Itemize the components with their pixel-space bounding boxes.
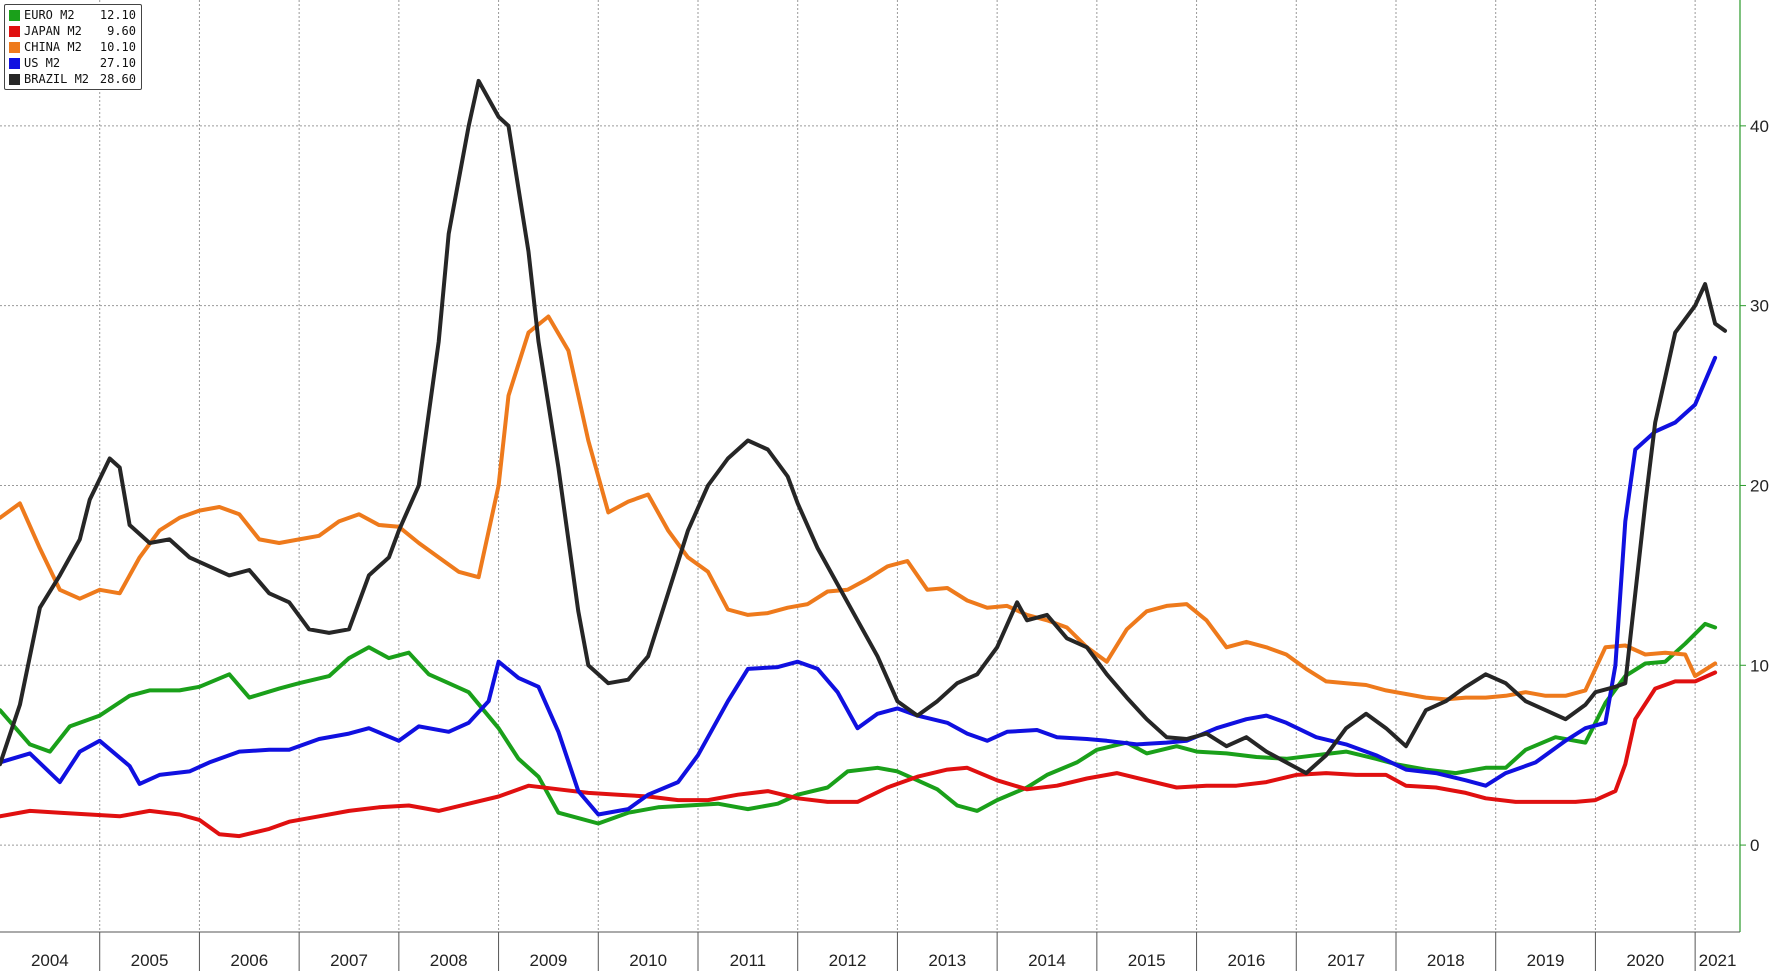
series-line-china-m2 bbox=[0, 314, 1718, 702]
series-group bbox=[0, 78, 1727, 839]
y-tick-label-1: 10 bbox=[1750, 656, 1769, 675]
y-axis-ticks: 0 10 20 30 40 bbox=[1740, 117, 1769, 855]
series-line-us-m2 bbox=[0, 355, 1718, 817]
x-tick-label-2013: 2013 bbox=[928, 951, 966, 970]
legend-label-japan: JAPAN M2 bbox=[24, 24, 82, 38]
x-tick-label-2008: 2008 bbox=[430, 951, 468, 970]
x-tick-label-2017: 2017 bbox=[1327, 951, 1365, 970]
legend-swatch-china bbox=[9, 41, 20, 53]
legend-value-brazil: 28.60 bbox=[99, 72, 136, 86]
legend-item-brazil: BRAZIL M2 28.60 bbox=[9, 71, 136, 87]
y-tick-label-0: 0 bbox=[1750, 836, 1759, 855]
legend-value-us: 27.10 bbox=[99, 56, 136, 70]
legend-item-japan: JAPAN M2 9.60 bbox=[9, 23, 136, 39]
x-tick-label-2005: 2005 bbox=[131, 951, 169, 970]
legend-value-japan: 9.60 bbox=[107, 24, 136, 38]
x-tick-label-2019: 2019 bbox=[1527, 951, 1565, 970]
x-tick-label-2007: 2007 bbox=[330, 951, 368, 970]
x-tick-label-2009: 2009 bbox=[530, 951, 568, 970]
x-axis-ticks: 2004 2005 2006 2007 2008 2009 2010 2011 2012 2013… bbox=[31, 932, 1737, 971]
grid bbox=[0, 0, 1740, 932]
legend-swatch-japan bbox=[9, 25, 20, 37]
x-tick-label-2021: 2021 bbox=[1699, 951, 1737, 970]
x-tick-label-2011: 2011 bbox=[730, 951, 767, 970]
y-tick-label-3: 30 bbox=[1750, 297, 1769, 316]
legend: EURO M2 12.10 JAPAN M2 9.60 CHINA M2 10.… bbox=[4, 4, 142, 90]
x-tick-label-2015: 2015 bbox=[1128, 951, 1166, 970]
x-tick-label-2010: 2010 bbox=[629, 951, 667, 970]
legend-label-euro: EURO M2 bbox=[24, 8, 75, 22]
y-tick-label-2: 20 bbox=[1750, 476, 1769, 495]
legend-item-china: CHINA M2 10.10 bbox=[9, 39, 136, 55]
legend-swatch-euro bbox=[9, 9, 20, 21]
legend-item-us: US M2 27.10 bbox=[9, 55, 136, 71]
legend-value-euro: 12.10 bbox=[99, 8, 136, 22]
x-tick-label-2020: 2020 bbox=[1626, 951, 1664, 970]
legend-label-us: US M2 bbox=[24, 56, 61, 70]
legend-value-china: 10.10 bbox=[99, 40, 136, 54]
axes bbox=[0, 0, 1741, 933]
series-line-euro-m2 bbox=[0, 621, 1718, 826]
series-line-japan-m2 bbox=[0, 670, 1718, 839]
x-tick-label-2018: 2018 bbox=[1427, 951, 1465, 970]
x-tick-label-2016: 2016 bbox=[1228, 951, 1266, 970]
legend-label-china: CHINA M2 bbox=[24, 40, 82, 54]
legend-swatch-brazil bbox=[9, 73, 20, 85]
x-tick-label-2006: 2006 bbox=[230, 951, 268, 970]
legend-item-euro: EURO M2 12.10 bbox=[9, 7, 136, 23]
y-tick-label-4: 40 bbox=[1750, 117, 1769, 136]
x-tick-label-2012: 2012 bbox=[829, 951, 867, 970]
x-tick-label-2004: 2004 bbox=[31, 951, 69, 970]
series-line-brazil-m2 bbox=[0, 78, 1727, 776]
legend-label-brazil: BRAZIL M2 bbox=[24, 72, 90, 86]
legend-swatch-us bbox=[9, 57, 20, 69]
x-tick-label-2014: 2014 bbox=[1028, 951, 1066, 970]
